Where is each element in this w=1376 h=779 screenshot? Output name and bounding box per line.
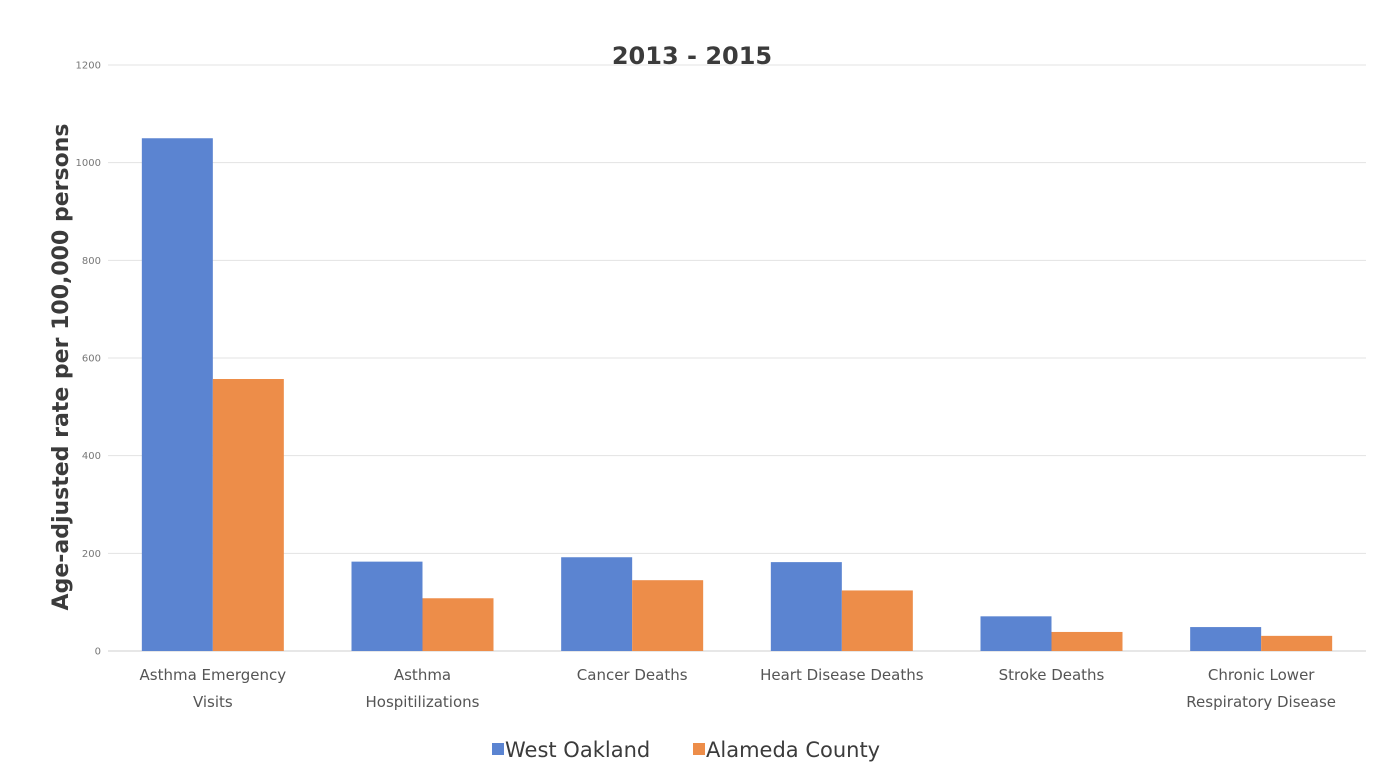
bar-alameda-county-0 [212, 378, 284, 651]
bar-alameda-county-2 [632, 580, 704, 651]
x-tick-label: Asthma [394, 666, 451, 684]
bar-alameda-county-1 [422, 598, 494, 651]
x-axis-ticks: Asthma Emergency Visits Asthma Hospitilizat… [140, 666, 1337, 711]
chart-title: 2013 - 2015 [612, 42, 772, 70]
legend-swatch-0 [492, 743, 504, 755]
gridlines [108, 64, 1366, 652]
x-tick-label: Visits [193, 693, 233, 711]
bar-west-oakland-3 [770, 562, 842, 651]
legend-label-0: West Oakland [505, 738, 650, 762]
y-axis-label: Age-adjusted rate per 100,000 persons [49, 124, 74, 611]
legend: West Oakland Alameda County [492, 738, 880, 762]
y-axis-ticks: 0 200 400 600 800 1000 1200 [76, 61, 101, 658]
y-tick-label: 400 [82, 451, 101, 462]
x-tick-label: Heart Disease Deaths [760, 666, 924, 684]
y-tick-label: 1200 [76, 61, 101, 72]
bars [141, 138, 1333, 651]
y-tick-label: 600 [82, 354, 101, 365]
x-tick-label: Stroke Deaths [999, 666, 1105, 684]
legend-swatch-1 [693, 743, 705, 755]
y-tick-label: 200 [82, 549, 101, 560]
y-tick-label: 1000 [76, 158, 101, 169]
x-tick-label: Hospitilizations [366, 693, 480, 711]
bar-west-oakland-1 [351, 561, 423, 651]
x-tick-label: Cancer Deaths [577, 666, 688, 684]
x-tick-label: Chronic Lower [1208, 666, 1315, 684]
bar-west-oakland-0 [141, 138, 213, 651]
bar-alameda-county-4 [1051, 631, 1123, 651]
x-tick-label: Respiratory Disease [1186, 693, 1336, 711]
bar-west-oakland-4 [980, 616, 1052, 651]
bar-alameda-county-5 [1261, 635, 1333, 651]
y-tick-label: 800 [82, 256, 101, 267]
bar-west-oakland-5 [1190, 627, 1262, 651]
x-tick-label: Asthma Emergency [140, 666, 287, 684]
bar-west-oakland-2 [561, 557, 633, 651]
legend-label-1: Alameda County [706, 738, 880, 762]
bar-alameda-county-3 [841, 590, 913, 651]
y-tick-label: 0 [95, 647, 101, 658]
